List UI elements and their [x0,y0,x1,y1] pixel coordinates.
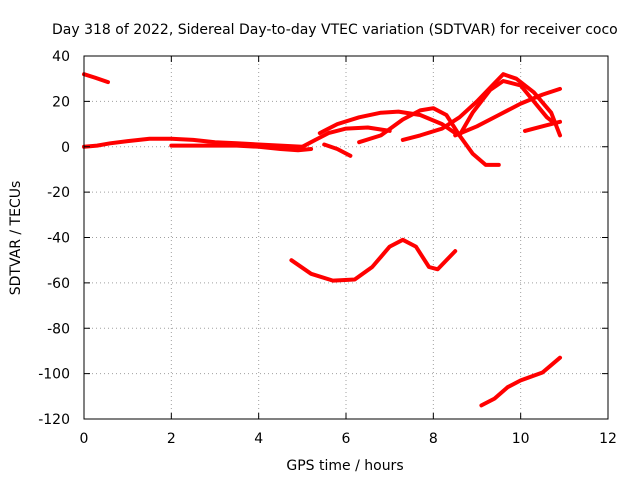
y-tick-label: 20 [52,94,70,110]
series-group [82,72,562,408]
y-tick-label: 0 [61,140,70,156]
series-arc-2 [82,136,305,149]
series-arc-6 [322,142,353,158]
x-tick-label: 6 [342,431,351,447]
y-tick-label: -60 [47,276,70,292]
y-tick-label: -20 [47,185,70,201]
ticks [83,55,609,420]
series-arc-10 [453,86,562,138]
y-tick-label: -120 [38,412,70,428]
x-tick-label: 10 [512,431,530,447]
x-tick-label: 0 [80,431,89,447]
series-arc-3 [169,143,314,153]
series-arc-5 [317,109,458,136]
x-tick-label: 2 [167,431,176,447]
x-tick-label: 12 [599,431,617,447]
chart-title: Day 318 of 2022, Sidereal Day-to-day VTE… [52,22,618,38]
tick-labels: 0 2 4 6 8 10 12 -120 -100 -80 -60 -40 -20 0 20 40 [38,49,617,447]
series-arc-4 [300,125,392,149]
x-tick-label: 4 [254,431,263,447]
y-tick-label: -80 [47,321,70,337]
x-tick-label: 8 [429,431,438,447]
y-tick-label: -100 [38,367,70,383]
x-axis-title: GPS time / hours [286,458,403,474]
series-arc-12 [289,237,458,283]
grid [84,56,608,419]
series-arc-1 [82,72,110,85]
series-arc-7 [357,106,501,167]
series-arc-13 [479,355,562,408]
y-tick-label: 40 [52,49,70,65]
series-arc-11 [523,119,562,133]
series-arc-9 [457,79,558,138]
y-tick-label: -40 [47,231,70,247]
y-axis-title: SDTVAR / TECUs [8,181,24,296]
